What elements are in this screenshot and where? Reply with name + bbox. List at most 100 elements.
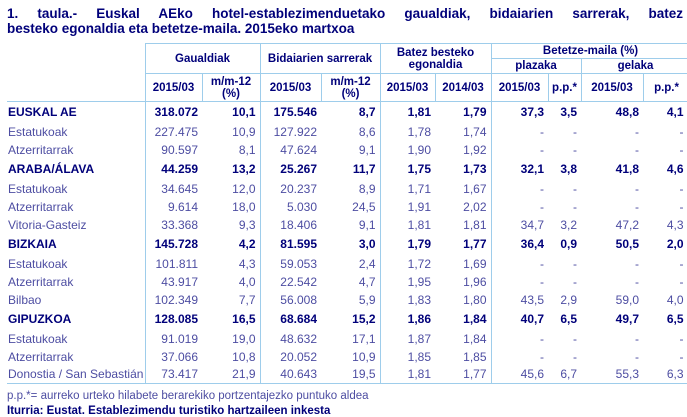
row-label: Vitoria-Gasteiz xyxy=(7,215,146,234)
table-cell: 5,9 xyxy=(321,290,381,309)
table-cell: 19,5 xyxy=(321,365,381,384)
row-label: Bilbao xyxy=(7,290,146,309)
table-cell: 6,3 xyxy=(643,365,687,384)
row-label: BIZKAIA xyxy=(7,233,146,255)
table-cell: 91.019 xyxy=(161,331,198,346)
table-cell: 1,72 xyxy=(407,256,432,271)
table-cell: - xyxy=(643,329,687,348)
table-cell: 1,84 xyxy=(435,308,492,330)
table-cell: 1,81 xyxy=(407,105,432,120)
table-row: Atzerritarrak 90.597 8,1 47.624 9,1 1,90 1,92 -… xyxy=(7,140,687,159)
table-cell: 8,1 xyxy=(202,140,261,159)
row-label: Estatukoak xyxy=(7,329,146,348)
row-label: Atzerritarrak xyxy=(7,140,146,159)
column-group-batez-besteko-egonaldia: Batez besteko egonaldia xyxy=(379,43,492,74)
page-title-line1: 1. taula.- Euskal AEko hotel-establezime… xyxy=(7,6,683,21)
table-row: EUSKAL AE 318.072 10,1 175.546 8,7 1,81 1,79 37… xyxy=(7,101,687,123)
table-cell: - xyxy=(643,254,687,273)
row-label: Atzerritarrak xyxy=(7,272,146,291)
table-cell: 1,73 xyxy=(435,158,492,180)
table-cell: 22.542 xyxy=(280,274,317,289)
table-cell: 10,9 xyxy=(202,122,261,141)
table-cell: 1,81 xyxy=(407,217,432,232)
table-cell: 41,8 xyxy=(615,162,640,176)
table-cell: 1,69 xyxy=(435,254,492,273)
table-cell: 2,0 xyxy=(643,233,687,255)
table-row: Estatukoak 34.645 12,0 20.237 8,9 1,71 1,67- - -… xyxy=(7,179,687,198)
table-header: Gaualdiak Bidaiarien sarrerak Batez best… xyxy=(7,43,687,102)
table-cell: 1,79 xyxy=(435,101,492,123)
table-cell: - xyxy=(573,124,578,139)
table-cell: 10,8 xyxy=(202,347,261,366)
table-cell: 5.030 xyxy=(286,199,317,214)
table-cell: 10,9 xyxy=(321,347,381,366)
table-cell: 1,85 xyxy=(435,347,492,366)
table-cell: 9,1 xyxy=(321,140,381,159)
column-subgroup-gelaka: gelaka xyxy=(580,58,687,74)
table-cell: - xyxy=(540,349,545,364)
table-cell: - xyxy=(635,349,640,364)
table-cell: 4,6 xyxy=(643,158,687,180)
table-cell: - xyxy=(635,124,640,139)
table-cell: 227.475 xyxy=(154,124,198,139)
table-cell: 3,2 xyxy=(560,217,578,232)
table-cell: 3,0 xyxy=(321,233,381,255)
table-cell: 45,6 xyxy=(491,365,549,384)
table-row: Estatukoak 227.475 10,9 127.922 8,6 1,78 1,74 -… xyxy=(7,122,687,141)
table-row: Estatukoak 101.811 4,3 59.053 2,4 1,72 1,69- - -… xyxy=(7,254,687,273)
corner-cell xyxy=(7,43,146,102)
table-cell: 8,9 xyxy=(321,179,381,198)
table-cell: - xyxy=(573,274,578,289)
table-cell: - xyxy=(573,199,578,214)
column-header-sarrerak-variation: m/m-12 (%) xyxy=(320,73,381,102)
table-cell: - xyxy=(635,274,640,289)
table-cell: 68.684 xyxy=(280,312,317,326)
table-cell: 9,1 xyxy=(321,215,381,234)
table-cell: 34.645 xyxy=(161,181,198,196)
table-cell: 127.922 xyxy=(273,124,317,139)
table-cell: 128.085 xyxy=(154,312,198,326)
column-group-bidaiarien-sarrerak: Bidaiarien sarrerak xyxy=(259,43,381,74)
page-title-line2: besteko egonaldia eta betetze-maila. 201… xyxy=(7,21,355,36)
table-cell: 1,67 xyxy=(435,179,492,198)
table-cell: 1,92 xyxy=(435,140,492,159)
table-cell: 318.072 xyxy=(154,105,198,120)
row-label: GIPUZKOA xyxy=(7,308,146,330)
table-cell: 6,7 xyxy=(548,365,582,384)
column-subgroup-plazaka: plazaka xyxy=(490,58,582,74)
table-cell: 16,5 xyxy=(202,308,261,330)
table-cell: 44.259 xyxy=(161,162,198,176)
table-cell: 81.595 xyxy=(280,237,317,251)
table-row: ARABA/ÁLAVA 44.259 13,2 25.267 11,7 1,75 1,73 3… xyxy=(7,158,687,180)
table-cell: 1,77 xyxy=(435,233,492,255)
table-cell: - xyxy=(635,181,640,196)
table-cell: 4,3 xyxy=(643,215,687,234)
table-cell: 1,96 xyxy=(435,272,492,291)
table-cell: 1,79 xyxy=(407,237,432,251)
column-group-betetze-maila: Betetze-maila (%) xyxy=(490,43,687,59)
table-cell: - xyxy=(540,181,545,196)
table-cell: 7,7 xyxy=(202,290,261,309)
column-header-egonaldia-2014: 2014/03 xyxy=(434,73,492,102)
table-cell: 47,2 xyxy=(615,217,640,232)
table-cell: 17,1 xyxy=(321,329,381,348)
table-cell: 49,7 xyxy=(615,312,640,326)
table-row: Vitoria-Gasteiz 33.368 9,3 18.406 9,1 1,81 1,8… xyxy=(7,215,687,234)
table-cell: - xyxy=(540,274,545,289)
column-header-egonaldia-2015: 2015/03 xyxy=(379,73,436,102)
table-cell: 37.066 xyxy=(161,349,198,364)
table-cell: - xyxy=(643,122,687,141)
table-cell: - xyxy=(573,256,578,271)
column-header-sarrerak-2015: 2015/03 xyxy=(259,73,322,102)
row-label: Atzerritarrak xyxy=(7,197,146,216)
table-cell: - xyxy=(540,199,545,214)
table-cell: 2,02 xyxy=(435,197,492,216)
footnote-source: Iturria: Eustat. Establezimendu turistik… xyxy=(7,405,331,417)
table-cell: 4,2 xyxy=(202,233,261,255)
table-cell: 24,5 xyxy=(321,197,381,216)
table-cell: - xyxy=(540,331,545,346)
table-cell: 25.267 xyxy=(280,162,317,176)
table-cell: 1,81 xyxy=(435,215,492,234)
table-row: Atzerritarrak 37.066 10,8 20.052 10,9 1,85 1,8… xyxy=(7,347,687,366)
table-row: Bilbao 102.349 7,7 56.008 5,9 1,83 1,80 43,5 2,9… xyxy=(7,290,687,309)
